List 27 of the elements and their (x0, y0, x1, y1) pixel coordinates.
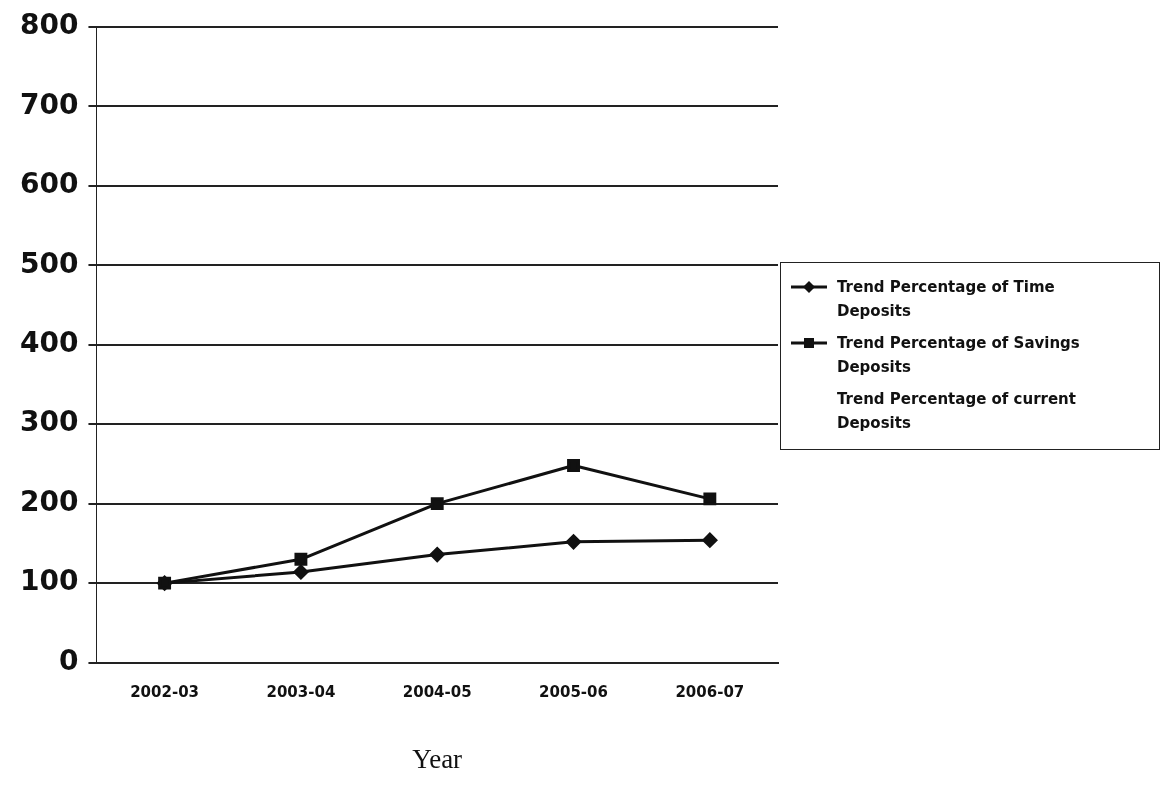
y-tick-label: 0 (58, 643, 79, 677)
text: Trend Percentage of current Deposits (837, 389, 1077, 434)
y-tick-label: 100 (19, 564, 79, 598)
y-tick-label: 300 (19, 405, 79, 439)
point (293, 564, 309, 580)
point (294, 552, 308, 566)
y-tick-label: 500 (19, 246, 79, 280)
legend-label: Trend Percentage of Time Deposits (837, 277, 1056, 322)
point (430, 497, 444, 511)
y-tick-label: 400 (19, 325, 79, 359)
x-tick-label: 2002-03 (130, 683, 200, 702)
point (158, 576, 172, 590)
point (566, 534, 582, 550)
x-tick-label: 2004-05 (402, 683, 472, 702)
x-axis-title: Year (412, 743, 463, 774)
legend-label: Trend Percentage of Savings Deposits (837, 333, 1081, 378)
x-tick-label: 2006-07 (675, 683, 745, 702)
point (703, 492, 717, 506)
y-tick-label: 600 (19, 167, 79, 201)
x-tick-label: 2003-04 (266, 683, 336, 702)
point (702, 532, 718, 548)
point (429, 547, 445, 563)
y-tick-label: 700 (19, 87, 79, 121)
y-tick-label: 800 (19, 8, 79, 42)
point (567, 459, 580, 472)
y-tick-label: 200 (19, 484, 79, 518)
x-tick-label: 2005-06 (539, 683, 608, 702)
